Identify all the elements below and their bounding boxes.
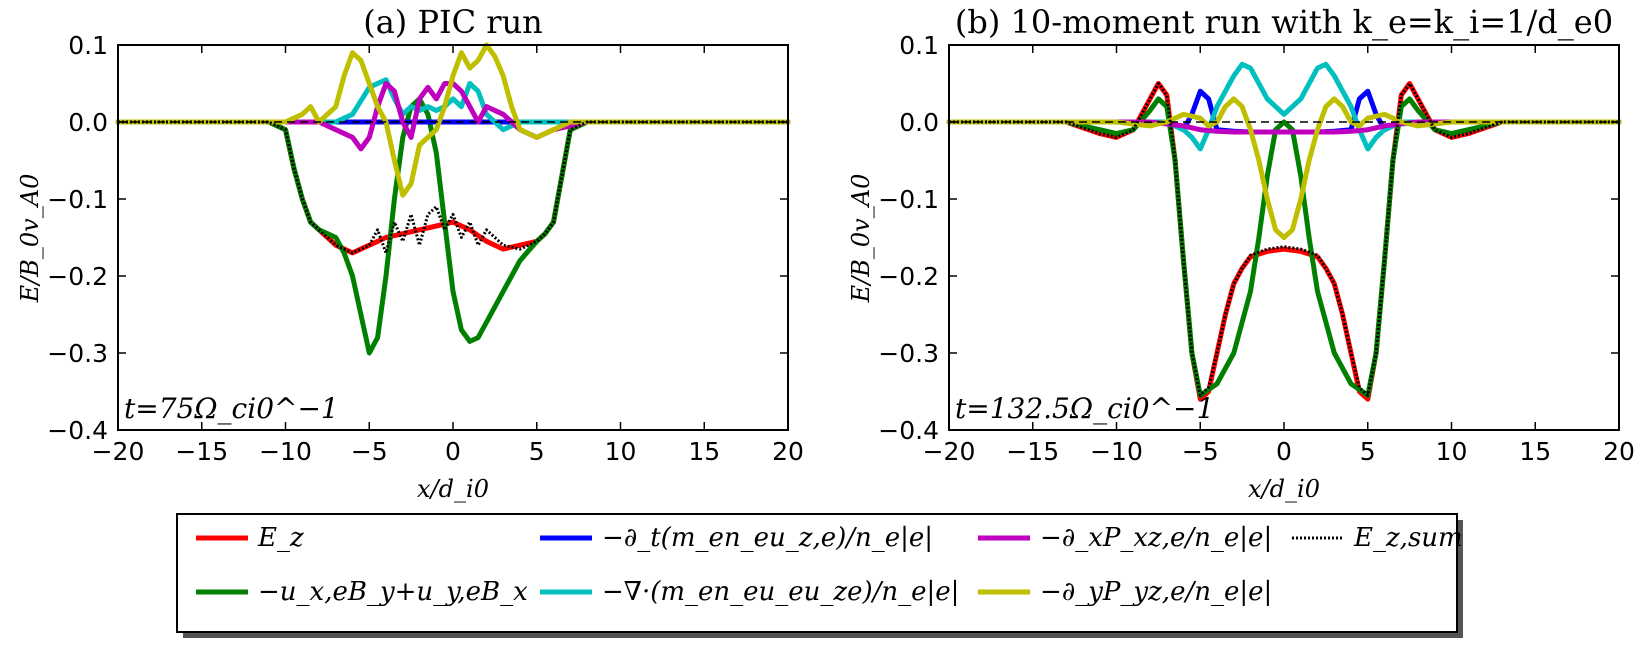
x-tick-label: −5 <box>351 437 388 466</box>
panel-a-y-ticks: 0.1 0.0 −0.1 −0.2 −0.3 −0.4 <box>47 31 788 445</box>
legend-label: −u_x,eB_y+u_y,eB_x <box>258 577 528 607</box>
panel-b-y-ticks: 0.1 0.0 −0.1 −0.2 −0.3 −0.4 <box>878 31 1619 445</box>
x-tick-label: 5 <box>529 437 545 466</box>
series-line-4 <box>115 81 791 152</box>
series-line-3 <box>946 61 1622 152</box>
legend: E_z −∂_t(m_en_eu_z,e)/n_e|e| −∂_xP_xz,e/n_… <box>176 513 1463 638</box>
x-tick-label: −20 <box>92 437 145 466</box>
legend-label: −∂_yP_yz,e/n_e|e| <box>1040 577 1272 607</box>
y-tick-label: −0.1 <box>47 185 108 214</box>
x-tick-label: 10 <box>1436 437 1468 466</box>
x-tick-label: 20 <box>772 437 804 466</box>
y-tick-label: −0.1 <box>878 185 939 214</box>
series-line-0 <box>115 119 791 256</box>
panel-a-time-annotation: t=75Ω_ci0^−1 <box>124 392 339 425</box>
y-tick-label: −0.2 <box>878 262 939 291</box>
panel-b-y-axis-label: E/B_0v_A0 <box>847 174 875 304</box>
series-line-1 <box>946 96 1622 398</box>
series-line-4 <box>946 119 1622 135</box>
series-line-5 <box>946 96 1622 240</box>
x-tick-label: −15 <box>1006 437 1059 466</box>
series-line-6 <box>949 82 1619 397</box>
legend-frame <box>176 513 1458 633</box>
x-tick-label: 0 <box>445 437 461 466</box>
panel-b-time-annotation: t=132.5Ω_ci0^−1 <box>955 392 1214 425</box>
legend-label: −∇·(m_en_eu_eu_ze)/n_e|e| <box>602 577 959 607</box>
legend-label: E_z,sum <box>1353 523 1463 553</box>
y-tick-label: 0.1 <box>68 31 108 60</box>
legend-label: E_z <box>257 523 304 553</box>
x-tick-label: −10 <box>259 437 312 466</box>
y-tick-label: −0.4 <box>878 416 939 445</box>
y-tick-label: 0.0 <box>899 108 939 137</box>
x-tick-label: 15 <box>688 437 720 466</box>
panel-b: −20 −15 −10 −5 0 5 10 15 20 0.1 0.0 −0.1 −0.2 −0.3 −0… <box>847 3 1635 503</box>
panel-a-x-ticks: −20 −15 −10 −5 0 5 10 15 20 <box>92 45 804 466</box>
x-tick-label: 10 <box>605 437 637 466</box>
y-tick-label: −0.3 <box>878 339 939 368</box>
panel-a-y-axis-label: E/B_0v_A0 <box>16 174 44 304</box>
panel-b-x-ticks: −20 −15 −10 −5 0 5 10 15 20 <box>923 45 1635 466</box>
y-tick-label: −0.4 <box>47 416 108 445</box>
x-tick-label: 0 <box>1276 437 1292 466</box>
x-tick-label: 20 <box>1603 437 1635 466</box>
x-tick-label: −15 <box>175 437 228 466</box>
y-tick-label: −0.2 <box>47 262 108 291</box>
y-tick-label: −0.3 <box>47 339 108 368</box>
series-line-6 <box>118 120 788 255</box>
panel-b-title: (b) 10-moment run with k_e=k_i=1/d_e0 <box>955 3 1613 41</box>
panel-a-plot-frame <box>117 44 789 431</box>
panel-a-x-axis-label: x/d_i0 <box>417 475 489 503</box>
x-tick-label: −20 <box>923 437 976 466</box>
panel-a: −20 −15 −10 −5 0 5 10 15 20 0.1 0.0 −0.1 −0.2 −0.3 −0… <box>16 3 804 503</box>
panel-b-x-axis-label: x/d_i0 <box>1248 475 1320 503</box>
panel-a-title: (a) PIC run <box>363 3 543 41</box>
series-line-5 <box>115 42 791 198</box>
x-tick-label: 5 <box>1360 437 1376 466</box>
x-tick-label: 15 <box>1519 437 1551 466</box>
legend-entries: E_z −∂_t(m_en_eu_z,e)/n_e|e| −∂_xP_xz,e/n_… <box>196 523 1463 607</box>
x-tick-label: −10 <box>1090 437 1143 466</box>
legend-label: −∂_t(m_en_eu_z,e)/n_e|e| <box>602 523 933 553</box>
panel-b-series-group <box>946 61 1622 402</box>
panel-a-series-group <box>115 42 791 356</box>
x-tick-label: −5 <box>1182 437 1219 466</box>
series-line-1 <box>115 96 791 356</box>
legend-label: −∂_xP_xz,e/n_e|e| <box>1040 523 1272 553</box>
y-tick-label: 0.0 <box>68 108 108 137</box>
y-tick-label: 0.1 <box>899 31 939 60</box>
